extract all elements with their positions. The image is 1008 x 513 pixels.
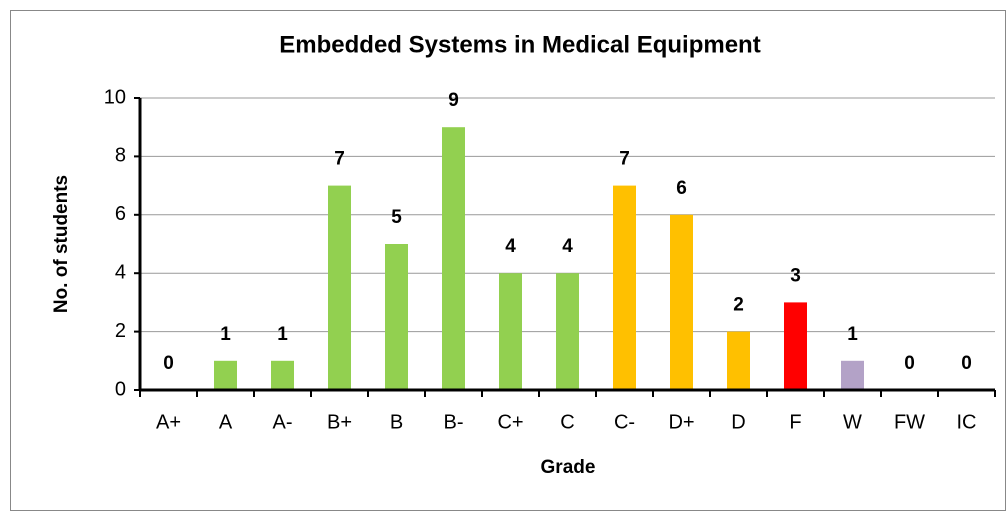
data-label: 5	[391, 207, 402, 228]
data-label: 4	[505, 236, 516, 257]
data-label: 1	[847, 324, 858, 345]
x-tick-label: C-	[614, 411, 635, 433]
data-label: 1	[277, 324, 288, 345]
bar	[328, 185, 351, 390]
x-tick-label: A	[219, 411, 233, 433]
x-tick-label: F	[789, 411, 801, 433]
bar	[442, 127, 465, 390]
y-tick-label: 0	[115, 378, 126, 400]
x-tick-label: W	[843, 411, 862, 433]
x-tick-label: B	[390, 411, 403, 433]
bar	[841, 360, 864, 390]
data-label: 3	[790, 265, 801, 286]
y-tick-label: 8	[115, 145, 126, 167]
y-tick-label: 2	[115, 320, 126, 342]
data-label: 7	[334, 149, 345, 170]
y-axis-label: No. of students	[51, 175, 72, 313]
bar	[385, 244, 408, 390]
x-tick-label: IC	[957, 411, 977, 433]
bar	[271, 360, 294, 390]
x-axis-label: Grade	[541, 457, 596, 478]
bar	[613, 185, 636, 390]
data-label: 1	[220, 324, 231, 345]
data-label: 0	[961, 353, 972, 374]
data-label: 0	[904, 353, 915, 374]
bar	[670, 214, 693, 390]
x-tick-label: B+	[327, 411, 352, 433]
bar	[556, 273, 579, 390]
bar	[784, 302, 807, 390]
bar	[214, 360, 237, 390]
bar	[499, 273, 522, 390]
x-tick-label: D+	[668, 411, 694, 433]
data-label: 4	[562, 236, 573, 257]
x-tick-label: A-	[273, 411, 293, 433]
data-label: 2	[733, 295, 744, 316]
data-label: 9	[448, 90, 459, 111]
y-tick-label: 6	[115, 203, 126, 225]
x-tick-label: B-	[444, 411, 464, 433]
y-tick-label: 10	[104, 86, 126, 108]
data-label: 7	[619, 149, 630, 170]
x-tick-label: C	[560, 411, 574, 433]
y-tick-label: 4	[115, 261, 126, 283]
chart-border	[10, 10, 1006, 511]
chart-title: Embedded Systems in Medical Equipment	[279, 31, 760, 58]
x-tick-label: FW	[894, 411, 925, 433]
data-label: 6	[676, 178, 687, 199]
x-tick-label: D	[731, 411, 745, 433]
x-tick-label: A+	[156, 411, 181, 433]
x-tick-label: C+	[497, 411, 523, 433]
bar	[727, 331, 750, 390]
data-label: 0	[163, 353, 174, 374]
